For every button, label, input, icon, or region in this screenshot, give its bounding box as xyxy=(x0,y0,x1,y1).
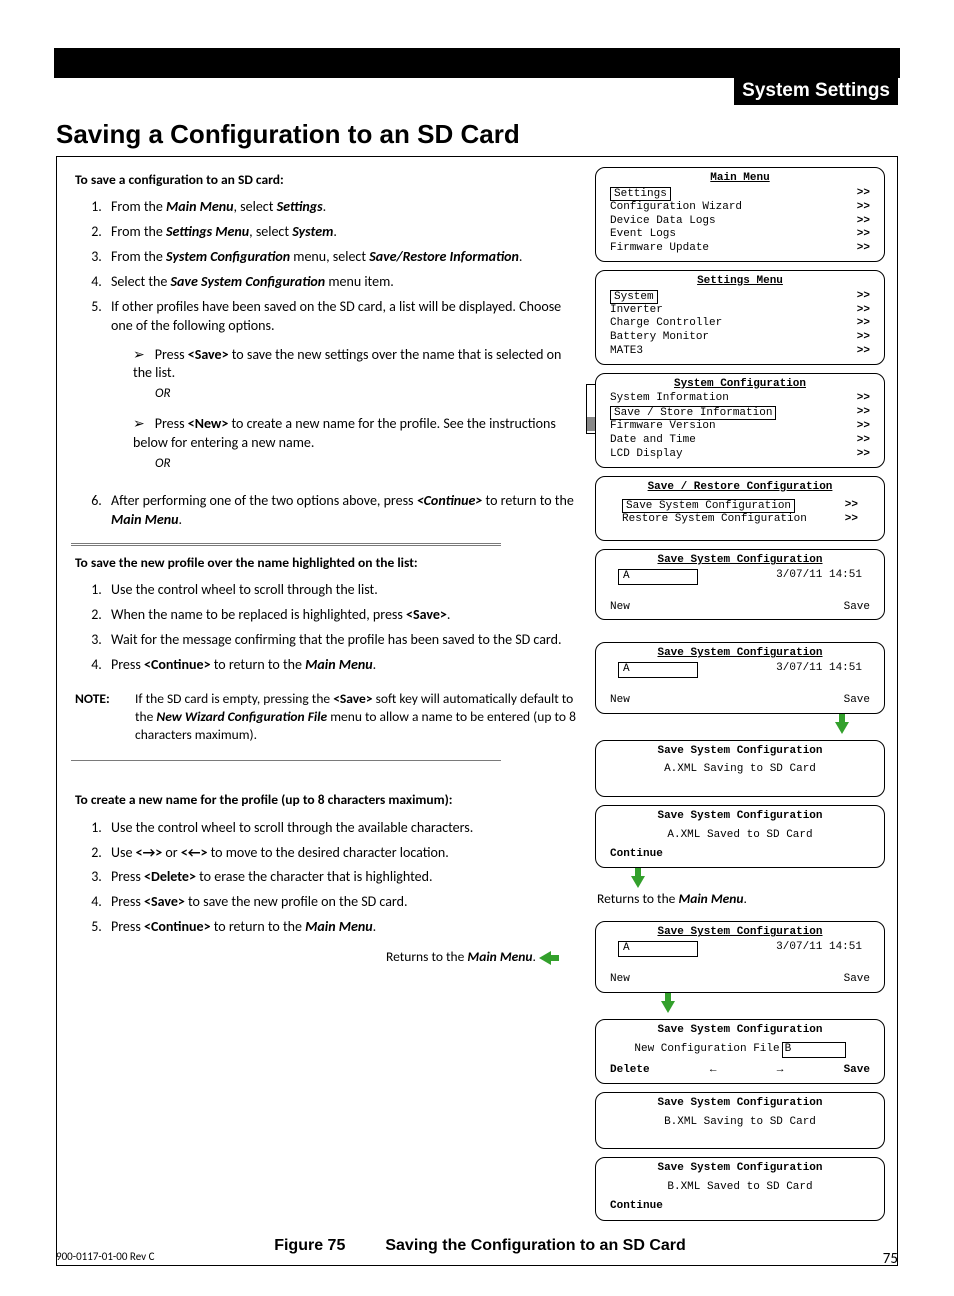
arrow-down-icon xyxy=(835,722,849,734)
sec1-heading: To save a configuration to an SD card: xyxy=(75,171,581,189)
divider-2 xyxy=(71,760,501,761)
sec1-list: From the Main Menu, select Settings. Fro… xyxy=(75,195,581,533)
sec2-step1: Use the control wheel to scroll through … xyxy=(105,578,581,603)
sec1-step5a: Press <Save> to save the new settings ov… xyxy=(133,342,581,411)
sec1-step1: From the Main Menu, select Settings. xyxy=(105,195,581,220)
lcd-saving-a: Save System Configuration A.XML Saving t… xyxy=(595,740,885,798)
sec2-heading: To save the new profile over the name hi… xyxy=(75,554,581,572)
sec3-list: Use the control wheel to scroll through … xyxy=(75,816,581,940)
footer-page: 75 xyxy=(883,1250,898,1268)
return-note-mid: Returns to the Main Menu. xyxy=(597,890,885,907)
section-header: System Settings xyxy=(734,77,898,105)
lcd-save-restore: Save / Restore Configuration Save System… xyxy=(595,476,885,542)
sec2-step4: Press <Continue> to return to the Main M… xyxy=(105,653,581,678)
note-block: NOTE: If the SD card is empty, pressing … xyxy=(75,690,581,745)
page: System Settings Saving a Configuration t… xyxy=(0,0,954,1296)
sec3-step2: Use <→> or <←> to move to the desired ch… xyxy=(105,841,581,866)
divider-1 xyxy=(71,543,501,546)
lcd-saving-b: Save System Configuration B.XML Saving t… xyxy=(595,1092,885,1150)
sec3-step5: Press <Continue> to return to the Main M… xyxy=(105,915,581,940)
lcd-saved-b: Save System Configuration B.XML Saved to… xyxy=(595,1157,885,1220)
lcd-new-file: Save System Configuration New Configurat… xyxy=(595,1019,885,1084)
header-bar xyxy=(54,48,900,78)
sec1-step4: Select the Save System Configuration men… xyxy=(105,270,581,295)
sec2-list: Use the control wheel to scroll through … xyxy=(75,578,581,678)
lcd-save-sys-2: Save System Configuration A3/07/11 14:51… xyxy=(595,642,885,713)
lcd-system-config: System Configuration System Information>… xyxy=(595,373,885,468)
lcd-column: Main Menu Settings>> Configuration Wizar… xyxy=(595,167,885,1229)
sec1-step3: From the System Configuration menu, sele… xyxy=(105,245,581,270)
lcd-save-sys-1: Save System Configuration A3/07/11 14:51… xyxy=(595,549,885,620)
sec2-step2: When the name to be replaced is highligh… xyxy=(105,603,581,628)
lcd-settings-menu: Settings Menu System>> Inverter>> Charge… xyxy=(595,270,885,365)
sec3-step4: Press <Save> to save the new profile on … xyxy=(105,890,581,915)
instructions-column: To save a configuration to an SD card: F… xyxy=(75,167,581,1229)
sec3-step1: Use the control wheel to scroll through … xyxy=(105,816,581,841)
scrollbar-icon xyxy=(586,384,596,434)
page-footer: 900-0117-01-00 Rev C 75 xyxy=(56,1250,898,1268)
content-frame: To save a configuration to an SD card: F… xyxy=(56,156,898,1266)
sec3-heading: To create a new name for the profile (up… xyxy=(75,791,581,809)
sec1-step6: After performing one of the two options … xyxy=(105,489,581,533)
sec2-step3: Wait for the message confirming that the… xyxy=(105,628,581,653)
page-title: Saving a Configuration to an SD Card xyxy=(56,119,898,150)
sec1-step5: If other profiles have been saved on the… xyxy=(105,295,581,489)
sec1-step5b: Press <New> to create a new name for the… xyxy=(133,411,581,480)
sec1-step2: From the Settings Menu, select System. xyxy=(105,220,581,245)
lcd-save-sys-3: Save System Configuration A3/07/11 14:51… xyxy=(595,921,885,992)
lcd-saved-a: Save System Configuration A.XML Saved to… xyxy=(595,805,885,868)
arrow-left-icon xyxy=(539,951,551,965)
arrow-down-icon xyxy=(631,876,645,888)
arrow-down-icon xyxy=(661,1001,675,1013)
note-label: NOTE: xyxy=(75,690,123,745)
return-note-bottom: Returns to the Main Menu. xyxy=(75,948,561,966)
sec3-step3: Press <Delete> to erase the character th… xyxy=(105,865,581,890)
footer-docnum: 900-0117-01-00 Rev C xyxy=(56,1250,154,1268)
lcd-main-menu: Main Menu Settings>> Configuration Wizar… xyxy=(595,167,885,262)
note-body: If the SD card is empty, pressing the <S… xyxy=(135,690,581,745)
